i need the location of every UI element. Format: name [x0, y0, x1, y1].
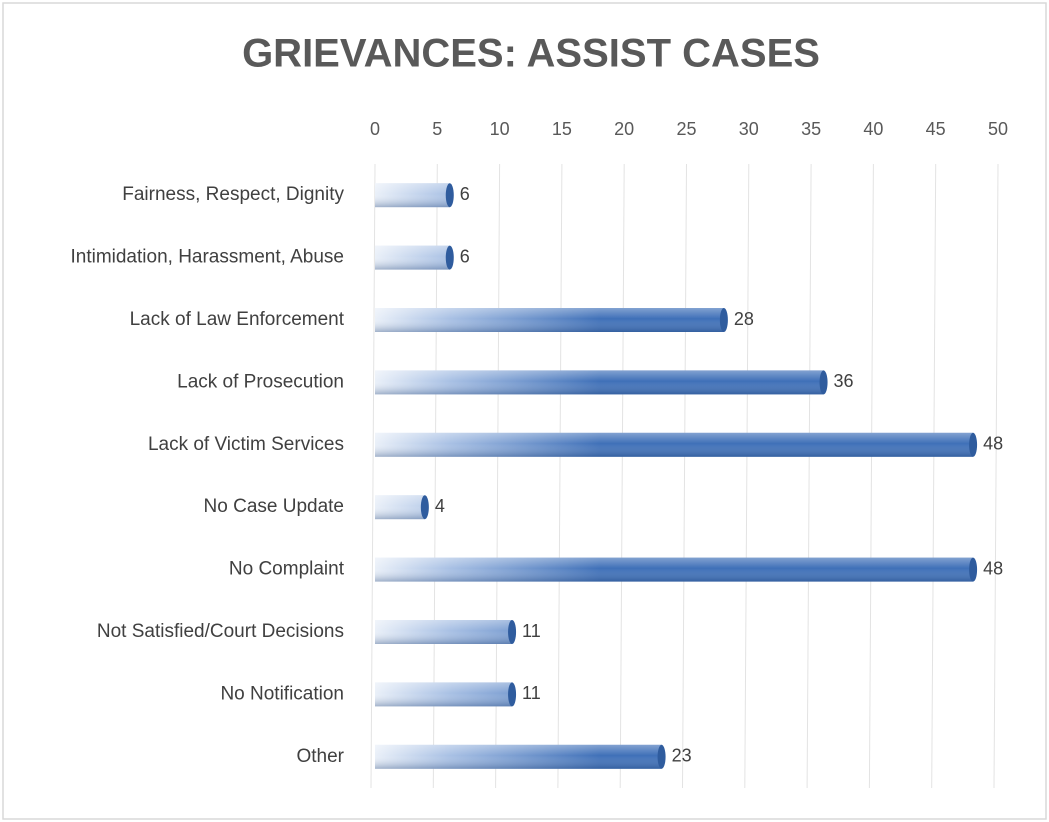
grid-line [993, 163, 999, 789]
data-label: 4 [435, 496, 445, 516]
bar-cap [819, 370, 828, 395]
bar-shade [375, 557, 974, 582]
bar-shade [375, 183, 450, 208]
bar-cap [420, 495, 429, 520]
x-tick-label: 45 [926, 119, 946, 139]
bar-shade [375, 744, 662, 769]
bar-cap [969, 432, 978, 457]
x-tick-label: 40 [863, 119, 883, 139]
bar-shade [375, 620, 513, 644]
data-label: 6 [460, 246, 470, 266]
bar-shade [375, 432, 974, 457]
bar-cap [445, 245, 454, 270]
grid-line [619, 163, 625, 789]
bar-cap [508, 620, 517, 644]
y-tick-label: No Complaint [229, 559, 345, 580]
grid-line [931, 163, 937, 789]
bar-cap [657, 744, 666, 769]
y-tick-label: Lack of Prosecution [177, 371, 344, 392]
x-tick-label: 0 [370, 119, 380, 139]
x-tick-label: 35 [801, 119, 821, 139]
bar-shade [375, 308, 724, 332]
bar-cap [445, 183, 454, 208]
x-tick-label: 10 [490, 119, 510, 139]
x-tick-label: 30 [739, 119, 759, 139]
data-label: 28 [734, 309, 754, 329]
data-label: 48 [983, 558, 1003, 578]
bar-shade [375, 370, 824, 395]
bar-cap [508, 682, 517, 707]
bar-shade [375, 245, 450, 270]
bar-cap [969, 557, 978, 582]
grid-line [806, 163, 812, 789]
data-label: 36 [834, 371, 854, 391]
data-label: 23 [672, 746, 692, 766]
y-tick-label: Fairness, Respect, Dignity [122, 184, 344, 205]
grid-line [370, 163, 376, 789]
x-tick-label: 50 [988, 119, 1008, 139]
data-label: 48 [983, 434, 1003, 454]
y-tick-label: Lack of Law Enforcement [130, 309, 345, 330]
grid-line [682, 163, 687, 789]
data-label: 11 [522, 683, 541, 703]
bar-cap [719, 308, 728, 332]
grid-line [557, 163, 563, 789]
y-tick-label: Other [296, 746, 344, 767]
x-tick-label: 20 [614, 119, 634, 139]
y-tick-label: Lack of Victim Services [148, 434, 344, 455]
y-tick-label: No Notification [220, 683, 344, 704]
y-tick-label: No Case Update [204, 496, 344, 517]
x-tick-label: 5 [432, 119, 442, 139]
y-tick-label: Intimidation, Harassment, Abuse [70, 247, 344, 268]
grid-line [744, 163, 750, 789]
x-tick-label: 25 [676, 119, 696, 139]
chart-title: GRIEVANCES: ASSIST CASES [242, 32, 820, 76]
data-label: 6 [460, 184, 470, 204]
x-tick-label: 15 [552, 119, 572, 139]
data-label: 11 [522, 621, 541, 641]
bar-shade [375, 682, 513, 707]
bar-shade [375, 495, 425, 520]
grid-line [868, 163, 874, 789]
y-tick-label: Not Satisfied/Court Decisions [97, 621, 344, 642]
